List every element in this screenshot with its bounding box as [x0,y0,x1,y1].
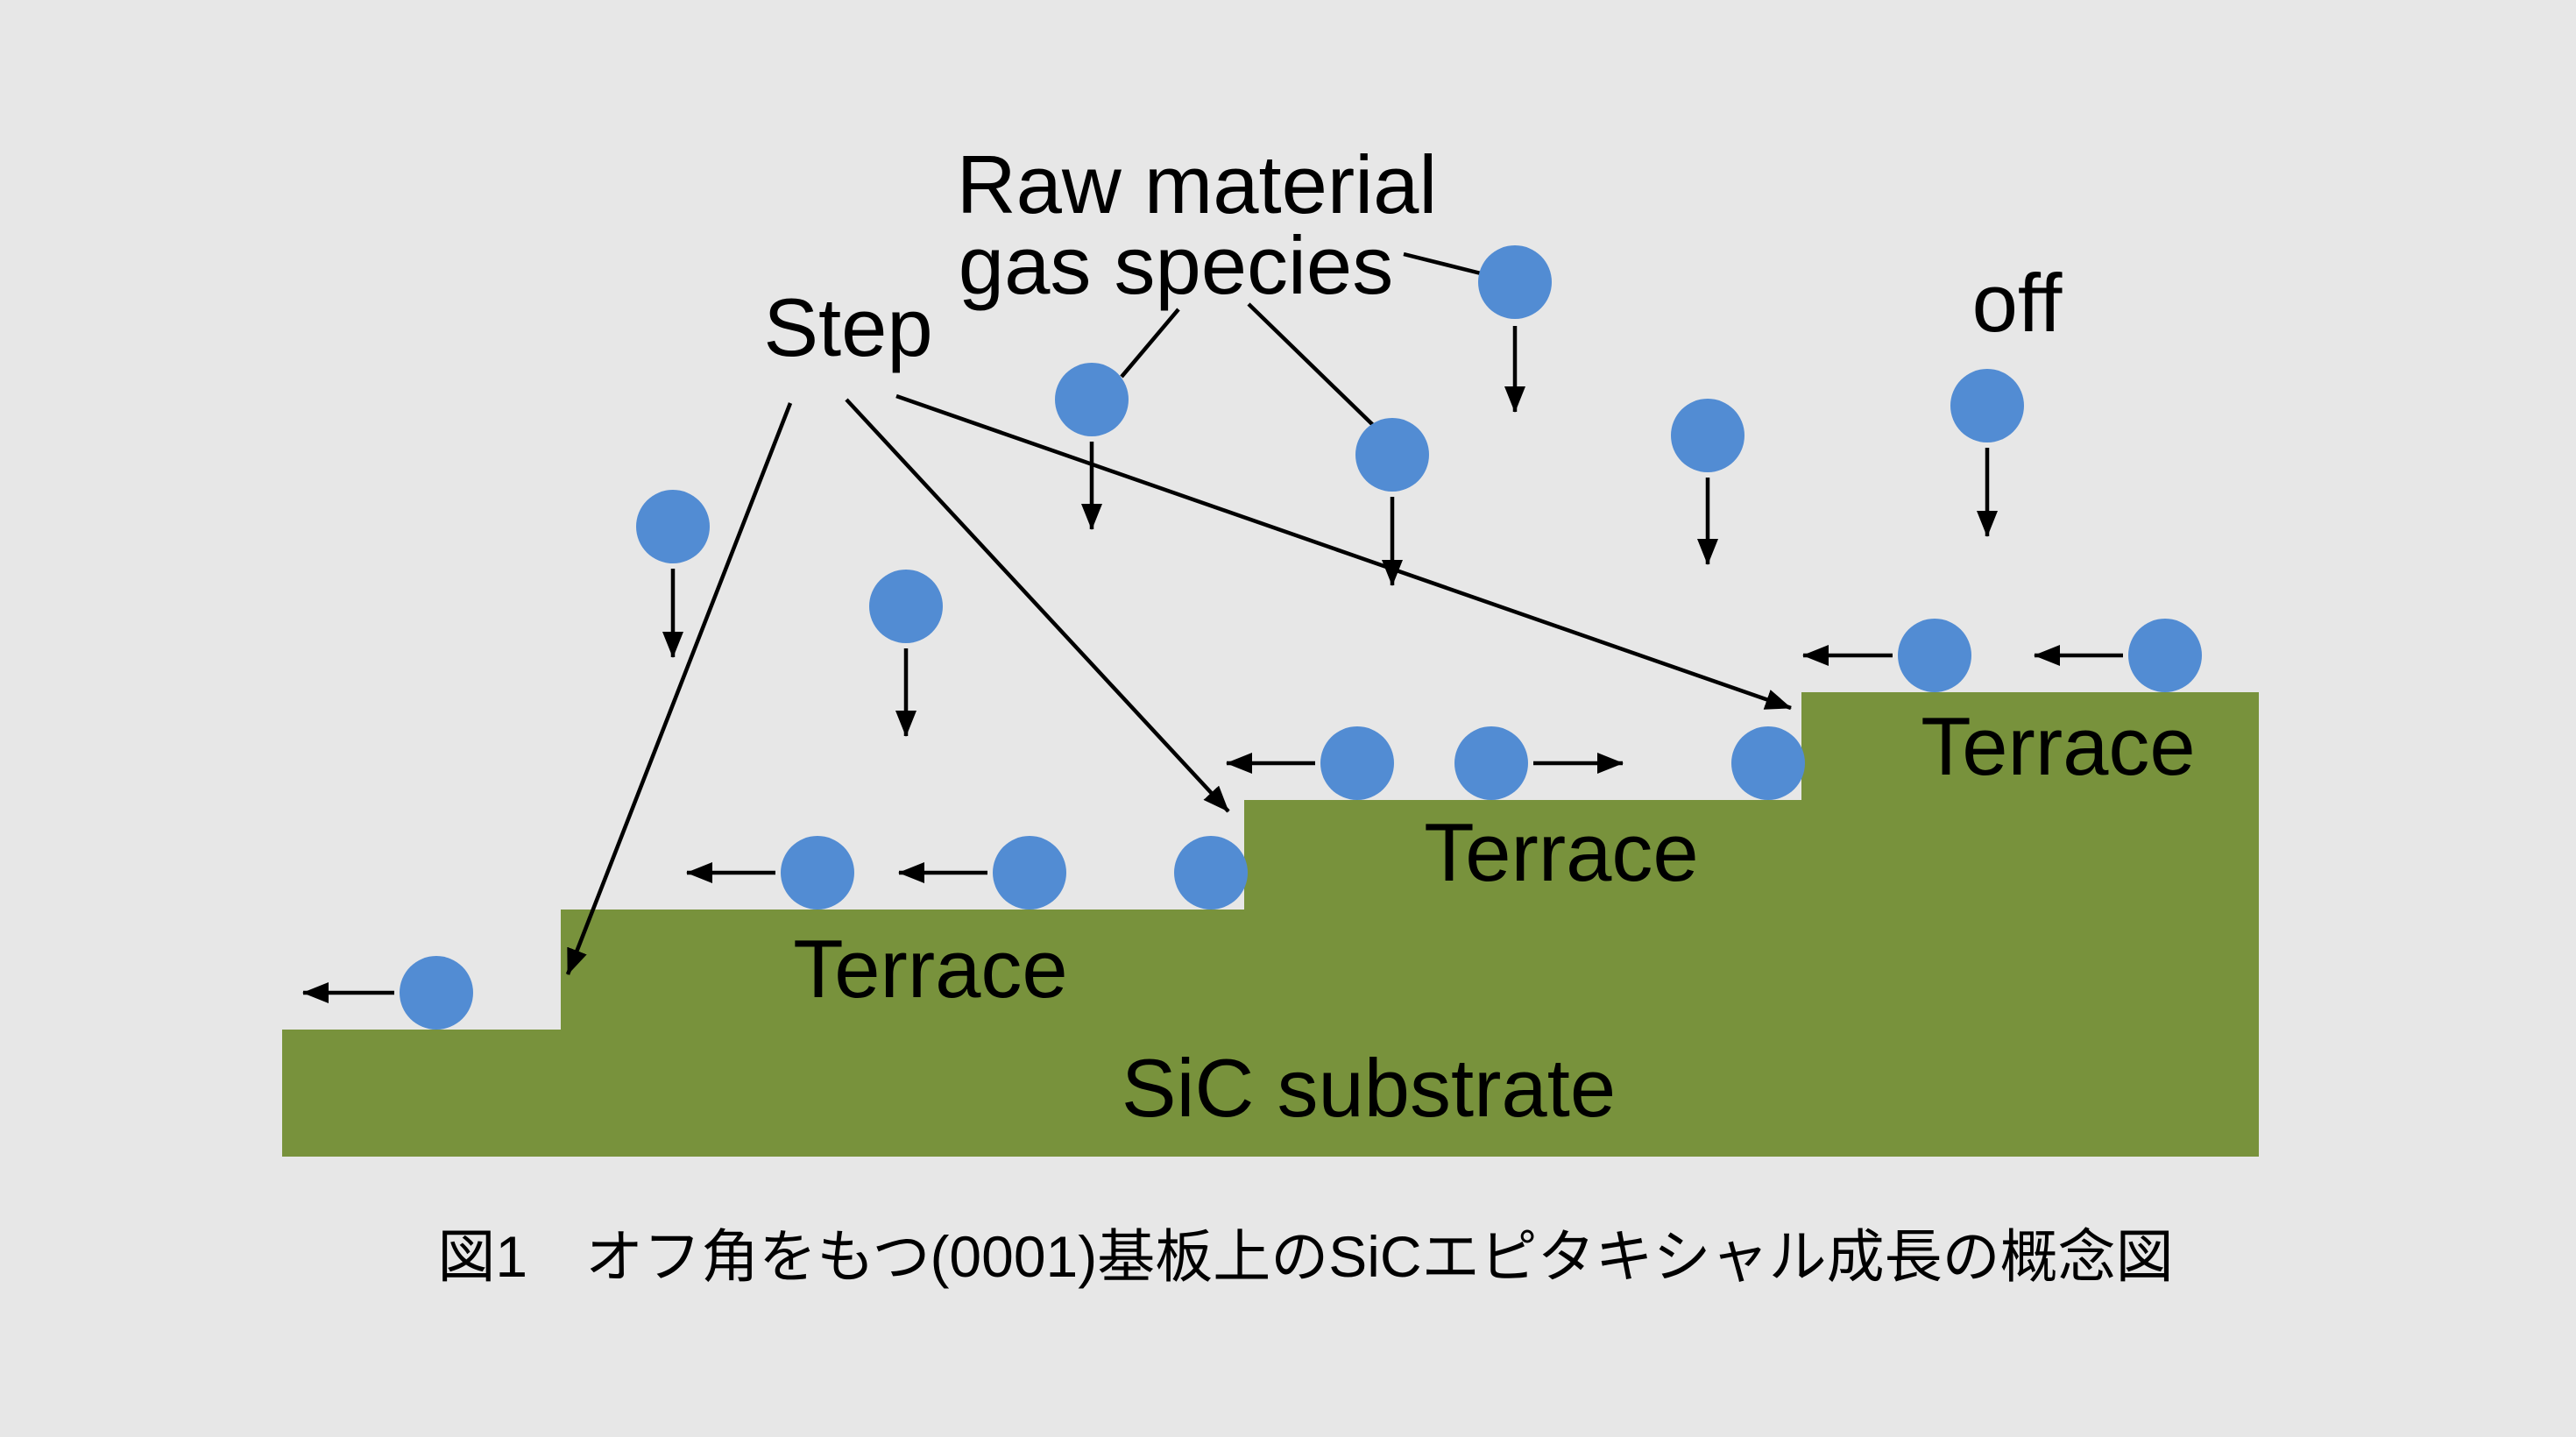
lines-layer [565,251,1792,975]
sic-substrate-shape [282,692,2259,1157]
gas-molecule-circle [1320,726,1394,800]
gas-molecule-circle [1950,369,2024,442]
gas-species-connector-line [1403,251,1482,276]
gas-molecule-circle [993,836,1066,910]
gas-molecule-circle [1731,726,1805,800]
gas-molecule-circle [1174,836,1248,910]
figure-caption: 図1 オフ角をもつ(0001)基板上のSiCエピタキシャル成長の概念図 [437,1224,2173,1289]
label-step: Step [763,281,932,373]
label-sic-substrate: SiC substrate [1122,1042,1616,1134]
gas-species-connector-line [1120,308,1180,379]
step-pointer-arrow [565,402,793,975]
gas-molecule-circle [1478,245,1552,319]
gas-molecule-circle [1055,363,1129,436]
step-pointer-arrow [845,398,1230,813]
label-terrace-2: Terrace [1424,806,1698,898]
gas-molecule-circle [869,570,943,643]
gas-molecule-circle [781,836,854,910]
label-terrace-3: Terrace [1921,700,2195,792]
gas-molecule-circle [1454,726,1528,800]
gas-molecule-circle [1671,399,1744,472]
gas-molecule-circle [1355,418,1429,492]
gas-molecule-circle [636,490,710,563]
gas-species-connector-line [1247,302,1376,428]
label-raw-material-gas-species: Raw material gas species [957,138,1438,311]
gas-molecule-circle [2128,619,2202,692]
label-off: off [1972,257,2063,349]
label-terrace-1: Terrace [793,923,1067,1015]
gas-molecule-circle [400,956,473,1030]
step-pointer-arrow [895,393,1792,711]
labels-layer: Raw material gas species Step off Terrace Ter… [437,138,2195,1289]
molecules-layer [302,245,2202,1030]
substrate-layer [282,692,2259,1157]
gas-molecule-circle [1898,619,1971,692]
